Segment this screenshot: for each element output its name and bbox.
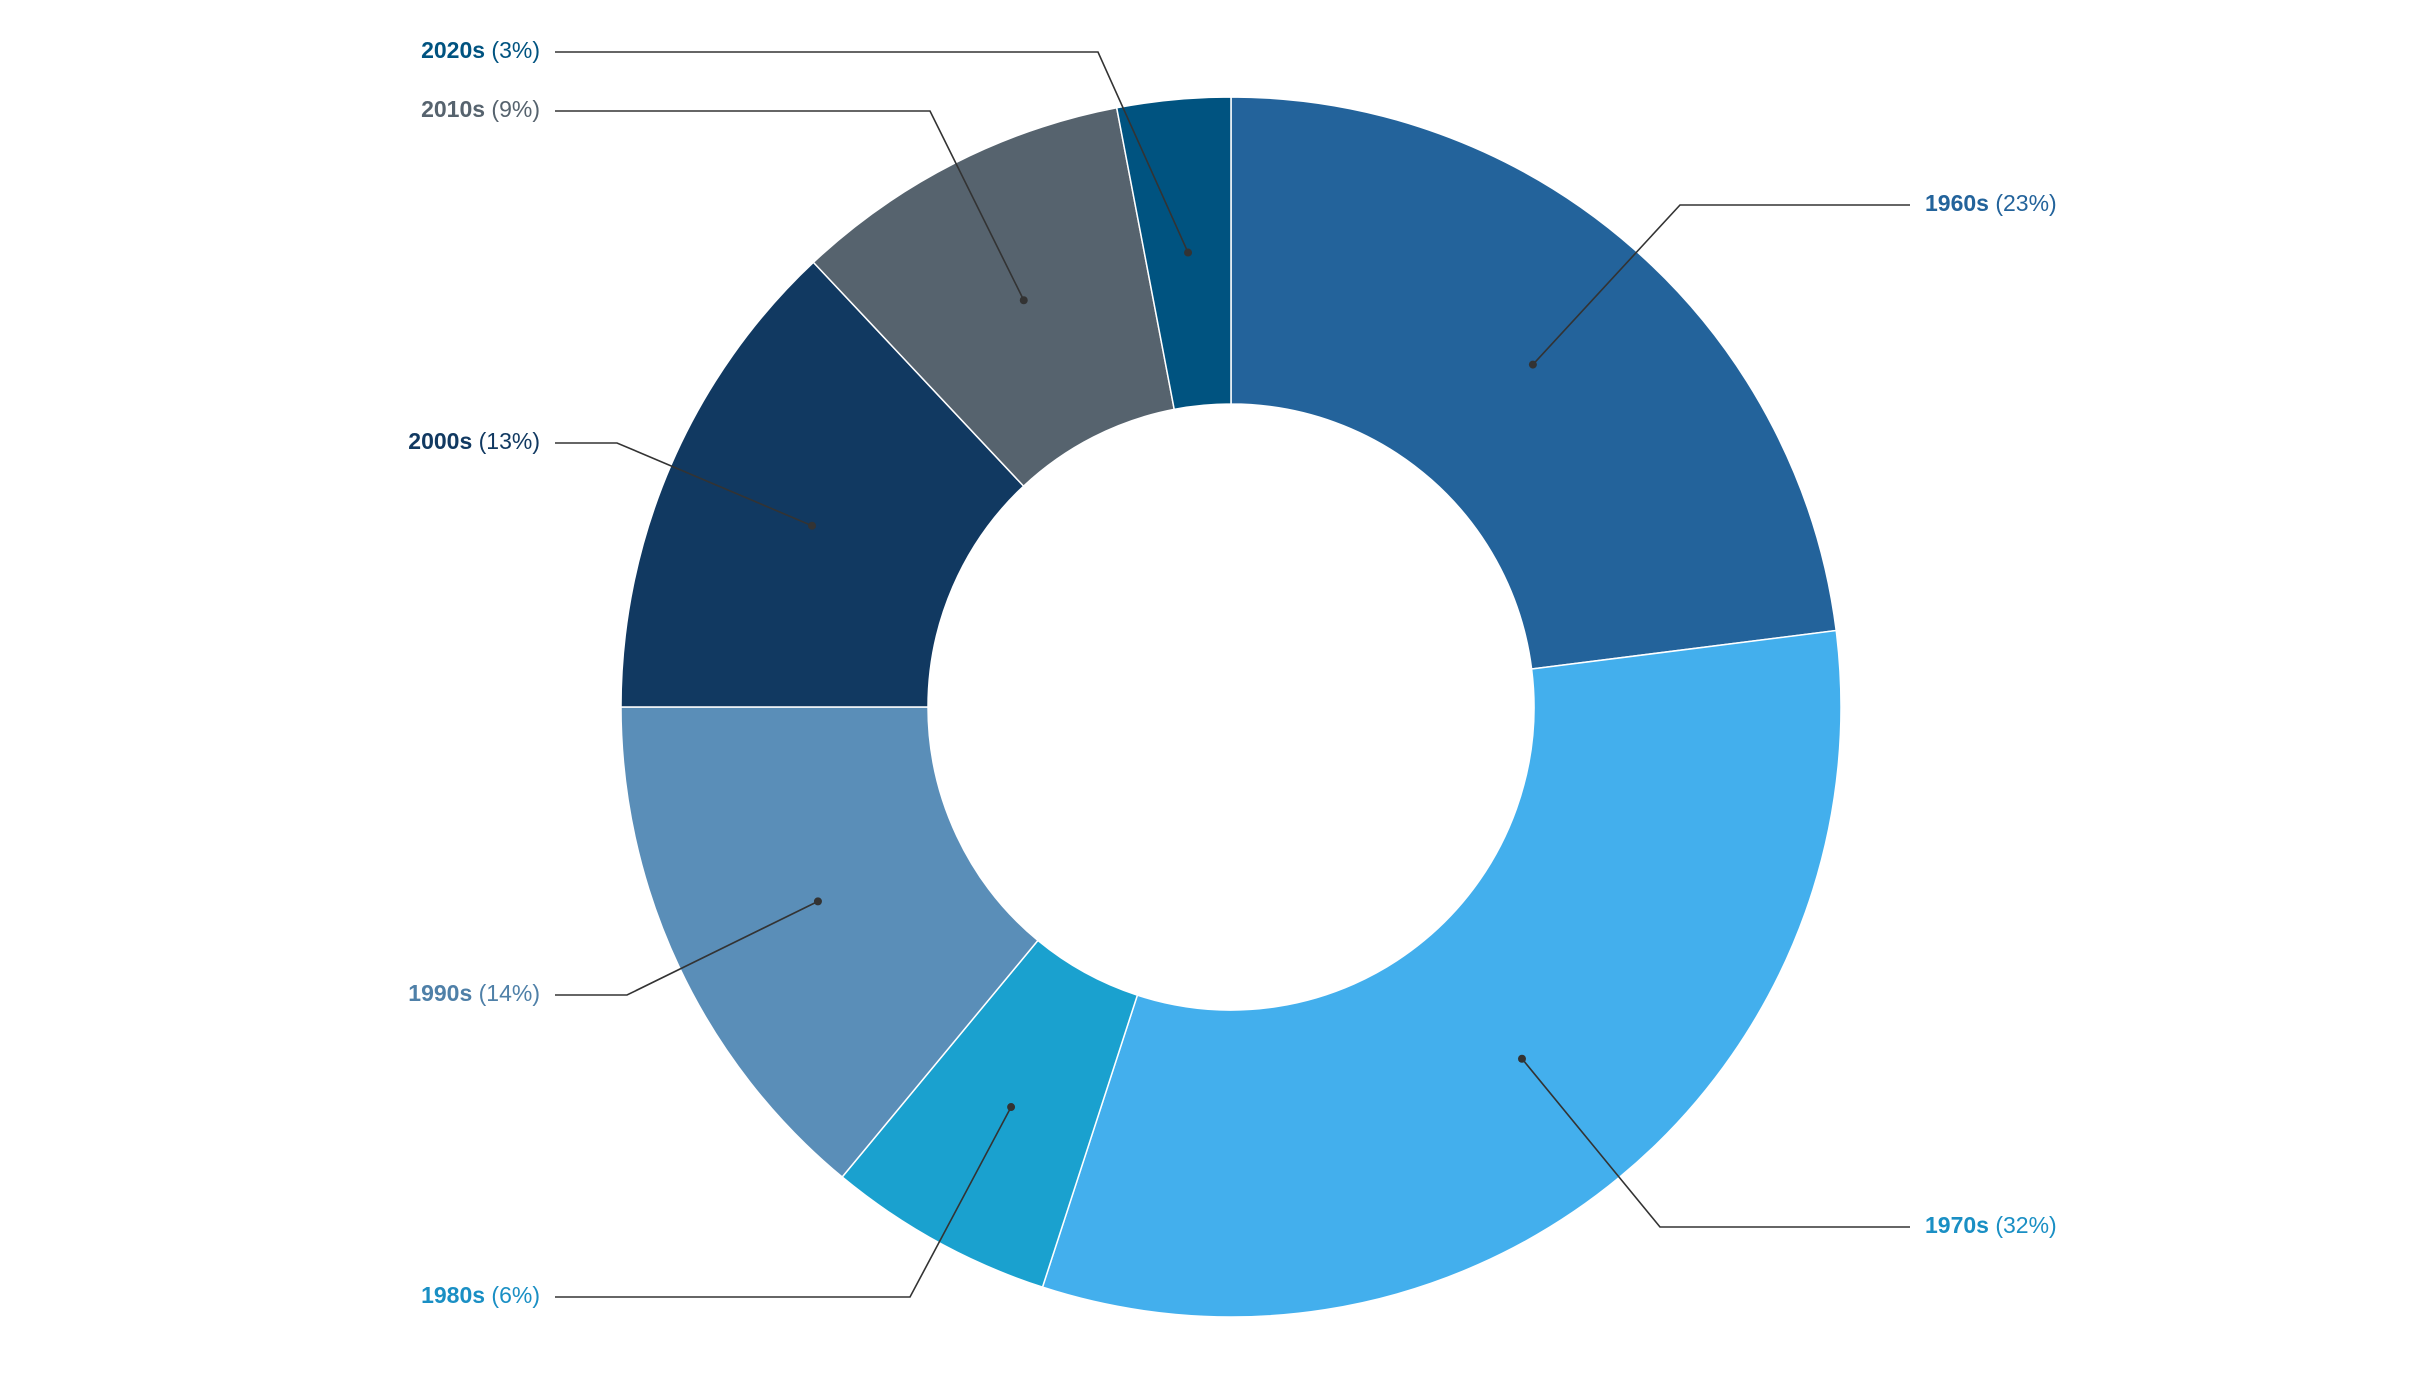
leader-dot-2000s xyxy=(808,521,817,530)
slice-label-name: 2020s xyxy=(421,37,485,63)
leader-line-2010s xyxy=(555,110,1025,301)
slice-label-percent: (13%) xyxy=(472,428,540,454)
slice-label-1990s: 1990s (14%) xyxy=(408,980,540,1006)
slice-1990s xyxy=(620,706,1039,1179)
slices-group xyxy=(620,96,1842,1318)
slice-2000s xyxy=(620,261,1025,708)
slice-label-name: 2010s xyxy=(421,96,485,122)
slice-label-2010s: 2010s (9%) xyxy=(421,96,540,122)
slice-label-1970s: 1970s (32%) xyxy=(1925,1212,2057,1238)
slice-label-percent: (14%) xyxy=(472,980,540,1006)
slice-label-2020s: 2020s (3%) xyxy=(421,37,540,63)
leader-dot-1960s xyxy=(1528,360,1537,369)
slice-labels-group: 1960s (23%) 1970s (32%) 1980s (6%) 1990s (1… xyxy=(408,37,2056,1308)
leader-dot-2020s xyxy=(1184,248,1193,257)
slice-label-name: 1980s xyxy=(421,1282,485,1308)
slice-label-name: 1970s xyxy=(1925,1212,1989,1238)
slice-label-percent: (9%) xyxy=(485,96,540,122)
leader-lines-group xyxy=(555,51,1910,1298)
slice-label-percent: (3%) xyxy=(485,37,540,63)
leader-line-2000s xyxy=(555,442,813,527)
leader-dot-1970s xyxy=(1517,1054,1526,1063)
slice-label-name: 1960s xyxy=(1925,190,1989,216)
slice-label-2000s: 2000s (13%) xyxy=(408,428,540,454)
slice-1970s xyxy=(1041,629,1842,1318)
slice-1960s xyxy=(1230,96,1838,670)
slice-label-name: 1990s xyxy=(408,980,472,1006)
leader-line-2020s xyxy=(555,51,1189,253)
leader-dot-1990s xyxy=(813,897,822,906)
slice-label-percent: (32%) xyxy=(1989,1212,2057,1238)
leader-line-1980s xyxy=(555,1106,1012,1298)
slice-label-1960s: 1960s (23%) xyxy=(1925,190,2057,216)
slice-label-1980s: 1980s (6%) xyxy=(421,1282,540,1308)
leader-line-1960s xyxy=(1532,204,1910,366)
slice-label-name: 2000s xyxy=(408,428,472,454)
slice-label-percent: (23%) xyxy=(1989,190,2057,216)
leader-line-1990s xyxy=(555,900,819,996)
slice-2010s xyxy=(812,106,1176,488)
leader-line-1970s xyxy=(1521,1058,1910,1228)
slice-2020s xyxy=(1115,96,1232,411)
leader-dot-1980s xyxy=(1007,1103,1016,1112)
leader-dot-2010s xyxy=(1019,296,1028,305)
slice-label-percent: (6%) xyxy=(485,1282,540,1308)
